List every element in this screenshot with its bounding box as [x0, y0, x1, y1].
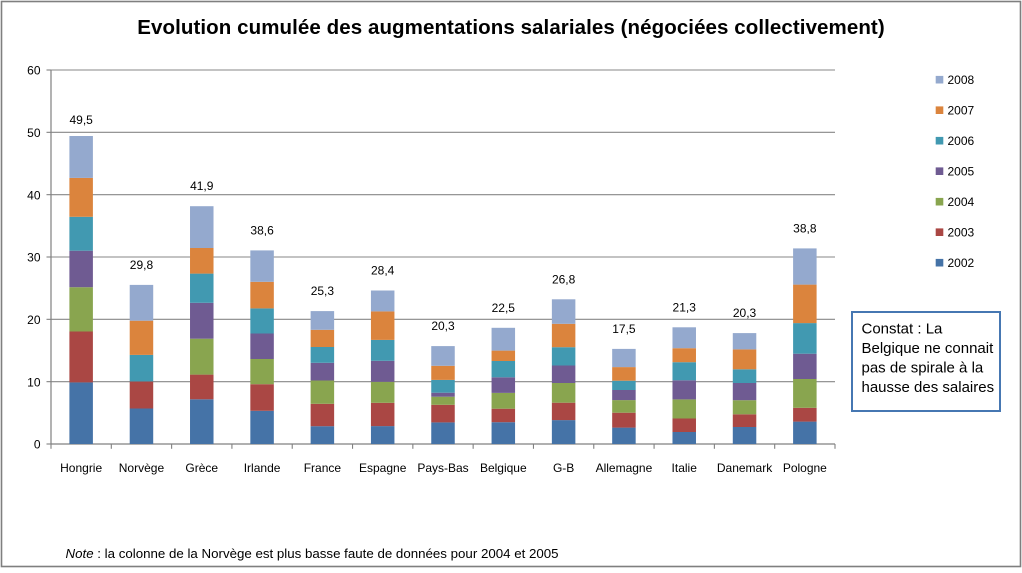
- svg-text:Grèce: Grèce: [185, 461, 218, 475]
- svg-text:pas de spirale à la: pas de spirale à la: [862, 360, 984, 377]
- svg-text:Evolution cumulée des augmenta: Evolution cumulée des augmentations sala…: [137, 16, 885, 39]
- svg-text:Note : la colonne de la Norvèg: Note : la colonne de la Norvège est plus…: [66, 546, 559, 561]
- svg-text:Allemagne: Allemagne: [596, 461, 653, 475]
- svg-text:Belgique: Belgique: [480, 461, 527, 475]
- svg-text:hausse des salaires: hausse des salaires: [862, 379, 995, 396]
- svg-text:17,5: 17,5: [612, 322, 636, 336]
- svg-text:2002: 2002: [948, 256, 975, 270]
- svg-text:2004: 2004: [948, 195, 975, 209]
- svg-text:20: 20: [27, 313, 41, 327]
- svg-text:2005: 2005: [948, 165, 975, 179]
- svg-text:60: 60: [27, 64, 41, 78]
- svg-text:Pays-Bas: Pays-Bas: [417, 461, 468, 475]
- svg-text:20,3: 20,3: [431, 319, 455, 333]
- svg-text:Danemark: Danemark: [717, 461, 773, 475]
- svg-text:26,8: 26,8: [552, 272, 576, 286]
- svg-text:25,3: 25,3: [311, 284, 335, 298]
- svg-text:G-B: G-B: [553, 461, 574, 475]
- svg-text:Norvège: Norvège: [119, 461, 165, 475]
- svg-text:Espagne: Espagne: [359, 461, 407, 475]
- svg-text:10: 10: [27, 375, 41, 389]
- svg-text:2006: 2006: [948, 134, 975, 148]
- svg-text:20,3: 20,3: [733, 306, 757, 320]
- svg-text:Irlande: Irlande: [244, 461, 281, 475]
- svg-text:28,4: 28,4: [371, 264, 395, 278]
- svg-text:22,5: 22,5: [492, 301, 516, 315]
- svg-text:Constat : La: Constat : La: [862, 321, 944, 338]
- svg-text:Pologne: Pologne: [783, 461, 827, 475]
- svg-text:38,6: 38,6: [250, 223, 274, 237]
- svg-text:Italie: Italie: [672, 461, 698, 475]
- svg-text:France: France: [304, 461, 342, 475]
- svg-text:2007: 2007: [948, 104, 975, 118]
- svg-text:0: 0: [34, 438, 41, 452]
- svg-text:38,8: 38,8: [793, 221, 817, 235]
- svg-text:21,3: 21,3: [673, 300, 697, 314]
- svg-text:49,5: 49,5: [69, 113, 93, 127]
- svg-text:41,9: 41,9: [190, 179, 214, 193]
- svg-text:50: 50: [27, 126, 41, 140]
- svg-text:40: 40: [27, 188, 41, 202]
- svg-text:30: 30: [27, 251, 41, 265]
- svg-text:Belgique ne connait: Belgique ne connait: [862, 340, 995, 357]
- svg-text:29,8: 29,8: [130, 258, 154, 272]
- svg-text:2003: 2003: [948, 226, 975, 240]
- svg-text:Hongrie: Hongrie: [60, 461, 102, 475]
- svg-text:2008: 2008: [948, 73, 975, 87]
